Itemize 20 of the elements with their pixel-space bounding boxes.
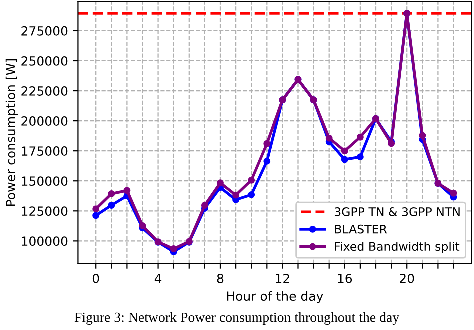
y-tick-label: 150000 — [22, 176, 68, 186]
x-tick-label: 16 — [338, 274, 352, 284]
x-axis-title: Hour of the day — [227, 291, 324, 304]
y-tick-label: 200000 — [22, 116, 68, 126]
y-tick-label: 275000 — [22, 26, 68, 36]
y-tick-label: 125000 — [22, 206, 68, 216]
y-tick-label: 250000 — [22, 56, 68, 66]
x-tick-label: 20 — [400, 274, 414, 284]
y-tick-label: 100000 — [22, 236, 68, 246]
x-tick-label: 12 — [276, 274, 290, 284]
legend-label: 3GPP TN & 3GPP NTN — [334, 208, 460, 216]
x-tick-label: 8 — [217, 274, 224, 284]
x-tick-label: 0 — [92, 274, 100, 284]
y-tick-label: 175000 — [22, 146, 68, 156]
y-axis-title: Power consumption [W] — [6, 60, 18, 206]
x-tick-label: 4 — [154, 274, 162, 284]
legend-label: BLASTER — [335, 224, 388, 234]
y-tick-label: 225000 — [22, 86, 68, 96]
legend-label: Fixed Bandwidth split — [335, 242, 460, 254]
caption: Figure 3: Network Power consumption throughout the day — [74, 312, 400, 326]
